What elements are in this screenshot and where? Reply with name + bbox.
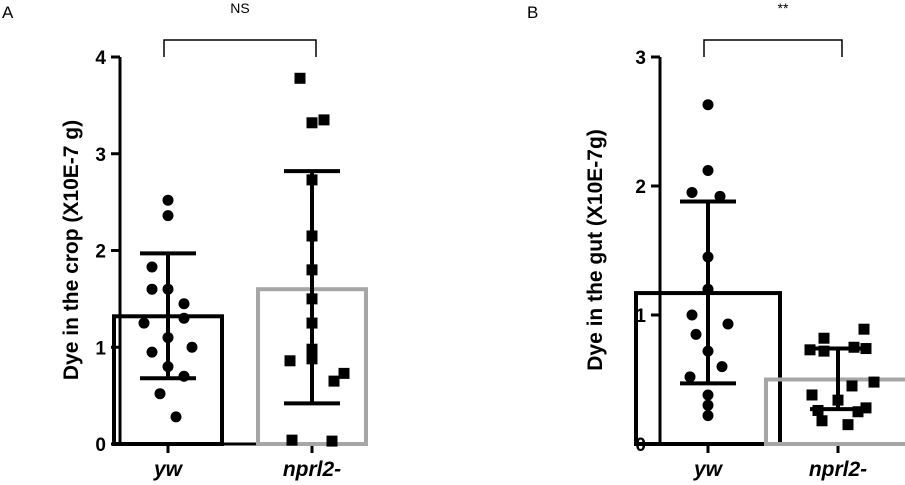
panel-b-significance-bracket [703, 39, 843, 57]
panel-a-data-point [338, 367, 350, 379]
panel-a-data-point [162, 194, 174, 206]
panel-a-data-point [154, 388, 166, 400]
panel-a-data-point [146, 346, 158, 358]
panel-a-data-point [186, 341, 198, 353]
panel-b-data-point [702, 410, 714, 422]
panel-a-data-point [146, 261, 158, 273]
panel-b-data-point [858, 323, 870, 335]
panel-a-significance-bracket [163, 39, 317, 57]
panel-a-data-point [170, 411, 182, 423]
panel-b-data-point [690, 328, 702, 340]
panel-b-data-point [684, 371, 696, 383]
panel-a-data-point [318, 114, 330, 126]
panel-b-data-point [816, 415, 828, 427]
panel-a-y-tick-label: 1 [95, 338, 106, 359]
panel-letter-a: A [2, 3, 14, 22]
panel-a-y-tick-label: 0 [95, 435, 106, 456]
panel-b-data-point [702, 399, 714, 411]
panel-b-data-point [868, 376, 880, 388]
significance-label-a: NS [230, 0, 249, 16]
significance-label-b: ** [778, 0, 789, 16]
panel-a-y-tick-label: 4 [95, 48, 106, 69]
panel-a-data-point [178, 312, 190, 324]
panel-b-y-tick-label: 1 [635, 306, 646, 327]
panel-a-data-point [162, 210, 174, 222]
panel-b-y-tick-label: 2 [635, 177, 646, 198]
panel-b-data-point [842, 419, 854, 431]
panel-a-data-point [178, 298, 190, 310]
panel-b-data-point [818, 345, 830, 357]
panel-b-data-point [714, 190, 726, 202]
y-axis-label-b: Dye in the gut (X10E-7g) [584, 129, 607, 371]
panel-a-data-point [306, 117, 318, 129]
panel-a-data-point [326, 435, 338, 447]
panel-a-data-point [328, 375, 340, 387]
panel-b-data-point [818, 332, 830, 344]
panel-b-data-point [852, 406, 864, 418]
panel-b-data-point [686, 186, 698, 198]
panel-letter-b: B [527, 3, 538, 22]
panel-b-data-point [702, 99, 714, 111]
panel-b-data-point [702, 165, 714, 177]
panel-a-data-point [286, 434, 298, 446]
panel-b-data-point [702, 389, 714, 401]
panel-a-y-tick-label: 2 [95, 242, 106, 263]
panel-b-data-point [686, 309, 698, 321]
panel-b-data-point [846, 380, 858, 392]
panel-a-data-point [138, 317, 150, 329]
panel-b-bar-1 [764, 377, 905, 446]
panel-a-data-point [294, 72, 306, 84]
panel-a-data-point [146, 283, 158, 295]
x-tick-label-a-nprl2: nprl2- [283, 458, 341, 481]
panel-b-data-point [806, 389, 818, 401]
panel-b-y-tick-label: 3 [635, 48, 646, 69]
x-tick-label-b-yw: yw [693, 458, 724, 481]
panel-a-y-tick-label: 3 [95, 145, 106, 166]
y-axis-label-a: Dye in the crop (X10E-7 g) [60, 120, 83, 380]
panel-b-data-point [716, 361, 728, 373]
panel-a-data-point [284, 355, 296, 367]
panel-b-data-point [722, 318, 734, 330]
x-tick-label-a-yw: yw [153, 458, 184, 481]
x-tick-label-b-nprl2: nprl2- [809, 458, 867, 481]
